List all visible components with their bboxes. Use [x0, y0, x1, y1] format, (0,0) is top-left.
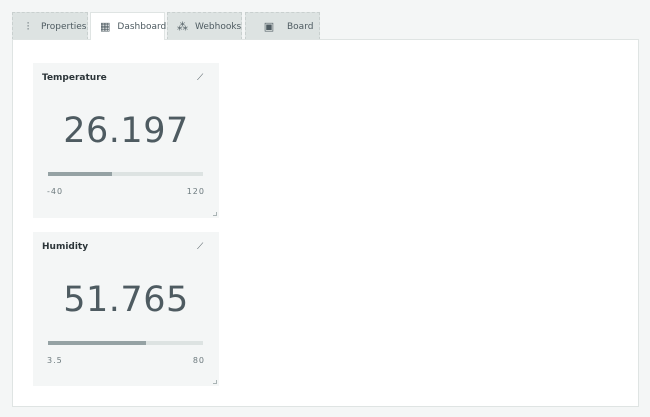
widget-humidity[interactable]: Humidity ⟋ 51.765 3.5 80	[33, 232, 219, 386]
tab-dashboard[interactable]: ▦ Dashboard	[90, 12, 167, 40]
gauge-max: 120	[186, 187, 205, 196]
tab-label: Webhooks	[195, 21, 242, 32]
gauge-min: -40	[47, 187, 64, 196]
widget-temperature[interactable]: Temperature ⟋ 26.197 -40 120	[33, 63, 219, 218]
widget-title: Temperature	[42, 73, 107, 83]
widget-value: 51.765	[63, 280, 189, 320]
gauge-fill	[48, 172, 113, 176]
widget-value: 26.197	[63, 111, 189, 151]
gauge-max: 80	[192, 356, 205, 365]
tab-properties[interactable]: ⫶ Properties	[12, 12, 88, 40]
gauge-fill	[48, 341, 146, 345]
gauge-min: 3.5	[47, 356, 63, 365]
widget-title: Humidity	[42, 242, 89, 252]
tab-label: Dashboard	[117, 21, 167, 32]
tab-webhooks[interactable]: ⁂ Webhooks	[167, 12, 242, 40]
webhook-icon: ⁂	[177, 19, 188, 33]
grid-icon: ▦	[100, 19, 111, 33]
chart-icon[interactable]: ⟋	[197, 242, 204, 252]
tab-label: Properties	[41, 21, 87, 32]
tab-label: Board	[287, 21, 314, 32]
dashboard-panel: Temperature ⟋ 26.197 -40 120 Humidity ⟋ …	[12, 39, 639, 407]
tab-board[interactable]: ▣ Board	[245, 12, 320, 40]
resize-handle[interactable]	[213, 212, 217, 216]
chip-icon: ▣	[263, 19, 275, 33]
chart-icon[interactable]: ⟋	[197, 73, 204, 83]
sliders-icon: ⫶	[26, 19, 30, 33]
gauge-track	[48, 341, 203, 345]
gauge-track	[48, 172, 203, 176]
resize-handle[interactable]	[213, 380, 217, 384]
